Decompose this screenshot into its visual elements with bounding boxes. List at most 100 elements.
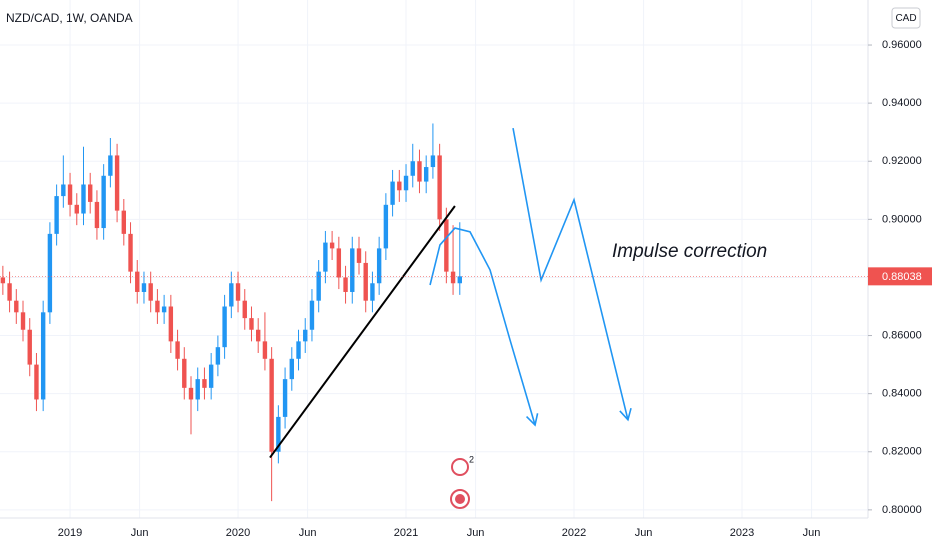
candle bbox=[450, 225, 456, 295]
candle-body bbox=[81, 184, 86, 214]
candle bbox=[323, 230, 328, 284]
candle-body bbox=[423, 167, 429, 182]
candle bbox=[423, 155, 429, 194]
candle-body bbox=[316, 271, 321, 301]
candle-body bbox=[403, 175, 409, 191]
candle bbox=[296, 329, 301, 371]
candle bbox=[135, 260, 140, 304]
candle-body bbox=[444, 219, 449, 272]
candle-body bbox=[289, 358, 294, 380]
drawing-line bbox=[269, 205, 456, 459]
candle-body bbox=[329, 242, 335, 249]
candle bbox=[81, 146, 86, 226]
candle bbox=[67, 172, 73, 217]
candle-body bbox=[67, 184, 73, 205]
candle-body bbox=[161, 306, 167, 313]
candle-body bbox=[430, 155, 436, 168]
candle-body bbox=[336, 248, 342, 278]
candle-body bbox=[356, 248, 362, 263]
candle bbox=[108, 137, 113, 188]
y-tick-label: 0.94000 bbox=[882, 97, 922, 109]
candle-body bbox=[249, 318, 254, 330]
event-icons[interactable]: 2 bbox=[450, 454, 474, 509]
candle bbox=[242, 289, 247, 330]
candle-body bbox=[390, 181, 395, 205]
candle-body bbox=[168, 306, 174, 342]
candle-body bbox=[269, 358, 274, 452]
event-icon[interactable] bbox=[451, 458, 469, 476]
candle bbox=[202, 367, 207, 400]
arrow-head bbox=[619, 408, 632, 422]
candle-body bbox=[27, 329, 32, 365]
candle-body bbox=[195, 379, 200, 400]
y-tick-label: 0.86000 bbox=[882, 329, 922, 341]
candle-body bbox=[437, 155, 442, 220]
candle-body bbox=[242, 300, 247, 319]
candle bbox=[350, 236, 355, 304]
candle-body bbox=[229, 283, 234, 307]
candle-body bbox=[410, 161, 415, 176]
candle bbox=[356, 236, 362, 275]
candle bbox=[88, 172, 93, 214]
candle bbox=[437, 143, 442, 231]
candle bbox=[94, 190, 100, 240]
candle bbox=[168, 294, 174, 353]
drawing-line bbox=[512, 127, 629, 420]
grid bbox=[0, 0, 868, 518]
chart-title: NZD/CAD, 1W, OANDA bbox=[6, 11, 133, 25]
candle bbox=[47, 222, 53, 324]
x-tick-label: Jun bbox=[635, 527, 653, 539]
candle bbox=[303, 318, 308, 353]
candle bbox=[235, 271, 241, 313]
candle-body bbox=[40, 312, 46, 400]
candle-body bbox=[148, 283, 153, 301]
candle-body bbox=[47, 233, 53, 313]
x-tick-label: Jun bbox=[467, 527, 485, 539]
candle bbox=[309, 289, 315, 342]
candle bbox=[27, 318, 32, 377]
last-price-label: 0.88038 bbox=[882, 271, 922, 283]
candle bbox=[182, 347, 187, 400]
candle-body bbox=[182, 358, 187, 388]
currency: CAD bbox=[895, 13, 916, 24]
x-tick-label: 2021 bbox=[394, 527, 418, 539]
candle bbox=[20, 300, 26, 342]
candle-body bbox=[417, 161, 422, 182]
candle bbox=[141, 271, 147, 304]
candle bbox=[114, 143, 120, 223]
y-tick-label: 0.84000 bbox=[882, 388, 922, 400]
x-tick-label: Jun bbox=[131, 527, 149, 539]
candle bbox=[289, 347, 294, 391]
candle-body bbox=[457, 276, 462, 284]
candle bbox=[121, 199, 127, 246]
candle-body bbox=[282, 379, 288, 417]
y-tick-label: 0.80000 bbox=[882, 504, 922, 516]
candle bbox=[417, 149, 422, 194]
candle-body bbox=[343, 277, 348, 292]
candle bbox=[74, 193, 79, 226]
x-tick-label: Jun bbox=[299, 527, 317, 539]
currency-box[interactable] bbox=[891, 7, 921, 29]
candle bbox=[0, 265, 6, 295]
candle bbox=[397, 169, 402, 202]
candle bbox=[370, 271, 375, 313]
candle-body bbox=[215, 347, 221, 365]
candle bbox=[343, 265, 348, 304]
candle-body bbox=[128, 233, 133, 272]
candle bbox=[430, 123, 436, 179]
candle bbox=[101, 164, 106, 240]
candle bbox=[155, 289, 160, 324]
candle-body bbox=[262, 341, 268, 359]
candle-body bbox=[222, 306, 227, 348]
candle bbox=[61, 155, 66, 208]
candle bbox=[148, 271, 153, 313]
candle-body bbox=[303, 329, 308, 342]
candle bbox=[175, 329, 180, 371]
candle-body bbox=[383, 204, 389, 249]
candle-body bbox=[363, 262, 368, 301]
y-tick-label: 0.82000 bbox=[882, 446, 922, 458]
x-tick-label: Jun bbox=[803, 527, 821, 539]
candle-body bbox=[135, 271, 140, 292]
x-tick-label: 2023 bbox=[730, 527, 754, 539]
